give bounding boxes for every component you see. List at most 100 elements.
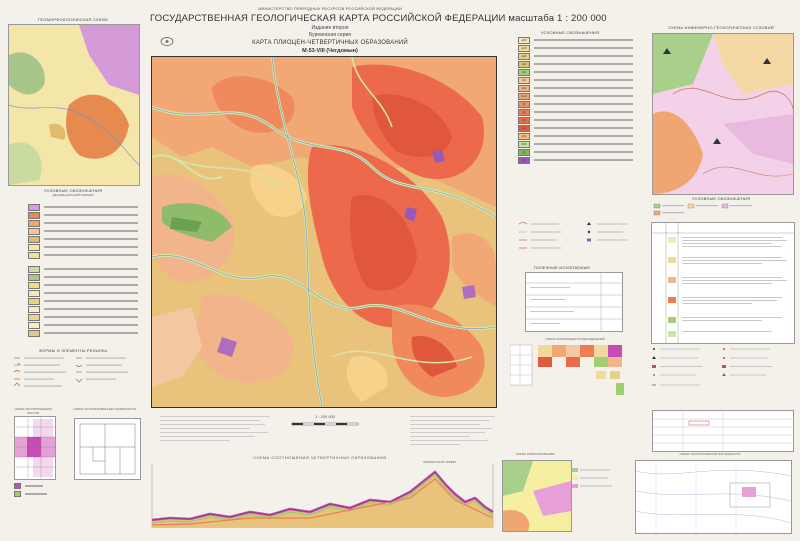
list-item [14,490,58,498]
emblem-icon [160,37,174,46]
legend-swatch [28,251,40,259]
list-item: lQ [518,100,633,108]
legend-swatch: dQ [518,76,530,84]
list-item [28,305,138,313]
geomorph-inset-map[interactable] [8,24,140,186]
useful-minerals-svg [526,273,622,331]
scale-label: 1 : 200 000 [314,414,336,419]
list-item [28,329,138,337]
legend-swatch [28,329,40,337]
list-item: pQ [518,68,633,76]
list-item [28,211,138,219]
notes-lines-right [410,416,495,445]
profile-peak-label: БУРЕИНСКИЙ ХРЕБЕТ [423,460,457,464]
legend-swatch: lQ [518,100,530,108]
legend-swatch: dpQ [518,84,530,92]
extra-symbols-legend [650,345,792,400]
legend-table [651,222,795,344]
symbols-legend-svg [518,222,627,249]
study-scheme[interactable] [635,460,792,534]
scale-bar [291,422,359,426]
list-item [28,203,138,211]
legend-swatch [28,281,40,289]
left-inset-title: ГЕОМОРФОЛОГИЧЕСКАЯ СХЕМА [38,17,108,22]
list-item [28,273,138,281]
correlation-scheme[interactable] [509,343,635,403]
map-notes-left [160,414,280,452]
legend-swatch: aQH [518,36,530,44]
list-item [28,313,138,321]
sheets-layout-scheme[interactable] [14,416,56,480]
legend-swatch: fQ [518,116,530,124]
relief-symbols [13,357,128,387]
legend-swatch [28,273,40,281]
legend-swatch: Q [518,156,530,164]
eng-inset-title: СХЕМА ИНЖЕНЕРНО-ГЕОЛОГИЧЕСКИХ УСЛОВИЙ [668,25,774,30]
legend-swatch [28,227,40,235]
eng-geology-svg [653,34,793,194]
legend-swatch [28,203,40,211]
eng-geology-inset-map[interactable] [652,33,794,195]
left-legend-title: УСЛОВНЫЕ ОБОЗНАЧЕНИЯ [43,188,103,193]
eng-legend [652,202,792,218]
legend-swatch [28,211,40,219]
strat-table-svg [653,411,793,451]
zoning-inset-title: СХЕМА РАЙОНИРОВАНИЯ [515,452,555,456]
list-item: N2-Q [518,92,633,100]
legend-swatch: aQIII [518,44,530,52]
profile-title: СХЕМА СООТНОШЕНИЙ ЧЕТВЕРТИЧНЫХ ОБРАЗОВАН… [253,455,387,460]
sheets-scheme-title: СХЕМА РАСПОЛОЖЕНИЯ ЛИСТОВ [14,407,52,415]
list-item [14,482,58,490]
cross-section-profile[interactable] [150,462,495,532]
legend-swatch [28,305,40,313]
right-legend-title: УСЛОВНЫЕ ОБОЗНАЧЕНИЯ [540,30,600,35]
useful-minerals-table [525,272,623,332]
list-item: aQI [518,60,633,68]
legend-swatch [28,243,40,251]
useful-minerals-title: ПОЛЕЗНЫЕ ИСКОПАЕМЫЕ [533,265,591,270]
notes-lines-left [160,416,270,441]
legend-swatch [28,321,40,329]
series-line: Буреинская серия [309,32,351,38]
legend-swatch [28,313,40,321]
forms-title: ФОРМЫ И ЭЛЕМЕНТЫ РЕЛЬЕФА [38,348,108,353]
edition-line: Издание второе [311,25,349,31]
list-item [28,243,138,251]
list-item: aQII [518,52,633,60]
main-title: ГОСУДАРСТВЕННАЯ ГЕОЛОГИЧЕСКАЯ КАРТА РОСС… [150,13,607,24]
list-item: sQ [518,148,633,156]
correlation-title: СХЕМА КОРРЕЛЯЦИИ ПОДРАЗДЕЛЕНИЙ [545,337,605,341]
list-item [28,297,138,305]
list-item [28,235,138,243]
left-legend-subtitle: ДЕНУДАЦИОННЫЙ РЕЛЬЕФ [52,193,94,197]
study-svg [635,461,792,533]
list-item: aQIII [518,44,633,52]
zoning-inset-map[interactable] [502,460,572,532]
list-item [28,219,138,227]
legend-swatch: aQI [518,60,530,68]
list-item: dQ [518,76,633,84]
correlation-svg [509,344,624,395]
legend-table-svg [652,223,794,343]
legend-swatch: aQII [518,52,530,60]
legend-swatch: pQ [518,68,530,76]
list-item [28,281,138,289]
zoning-legend [572,466,622,496]
map-notes-right [410,414,500,454]
sheets-scheme-legend [14,482,58,498]
legend-swatch: gQ [518,108,530,116]
list-item: dQIII [518,140,633,148]
list-item: eQ [518,124,633,132]
main-geologic-map[interactable] [151,56,497,408]
materials-scheme[interactable] [74,418,141,480]
list-item: eQII [518,132,633,140]
legend-swatch [28,219,40,227]
main-map-frame [151,56,497,408]
right-legend-list: aQH aQIII aQII aQI pQ dQ dpQ N2-Q lQ gQ … [518,36,633,164]
legend-swatch [28,289,40,297]
ministry-line: МИНИСТЕРСТВО ПРИРОДНЫХ РЕСУРСОВ РОССИЙСК… [258,6,402,11]
list-item [28,227,138,235]
legend-swatch [28,265,40,273]
legend-swatch [28,235,40,243]
legend-swatch [28,297,40,305]
